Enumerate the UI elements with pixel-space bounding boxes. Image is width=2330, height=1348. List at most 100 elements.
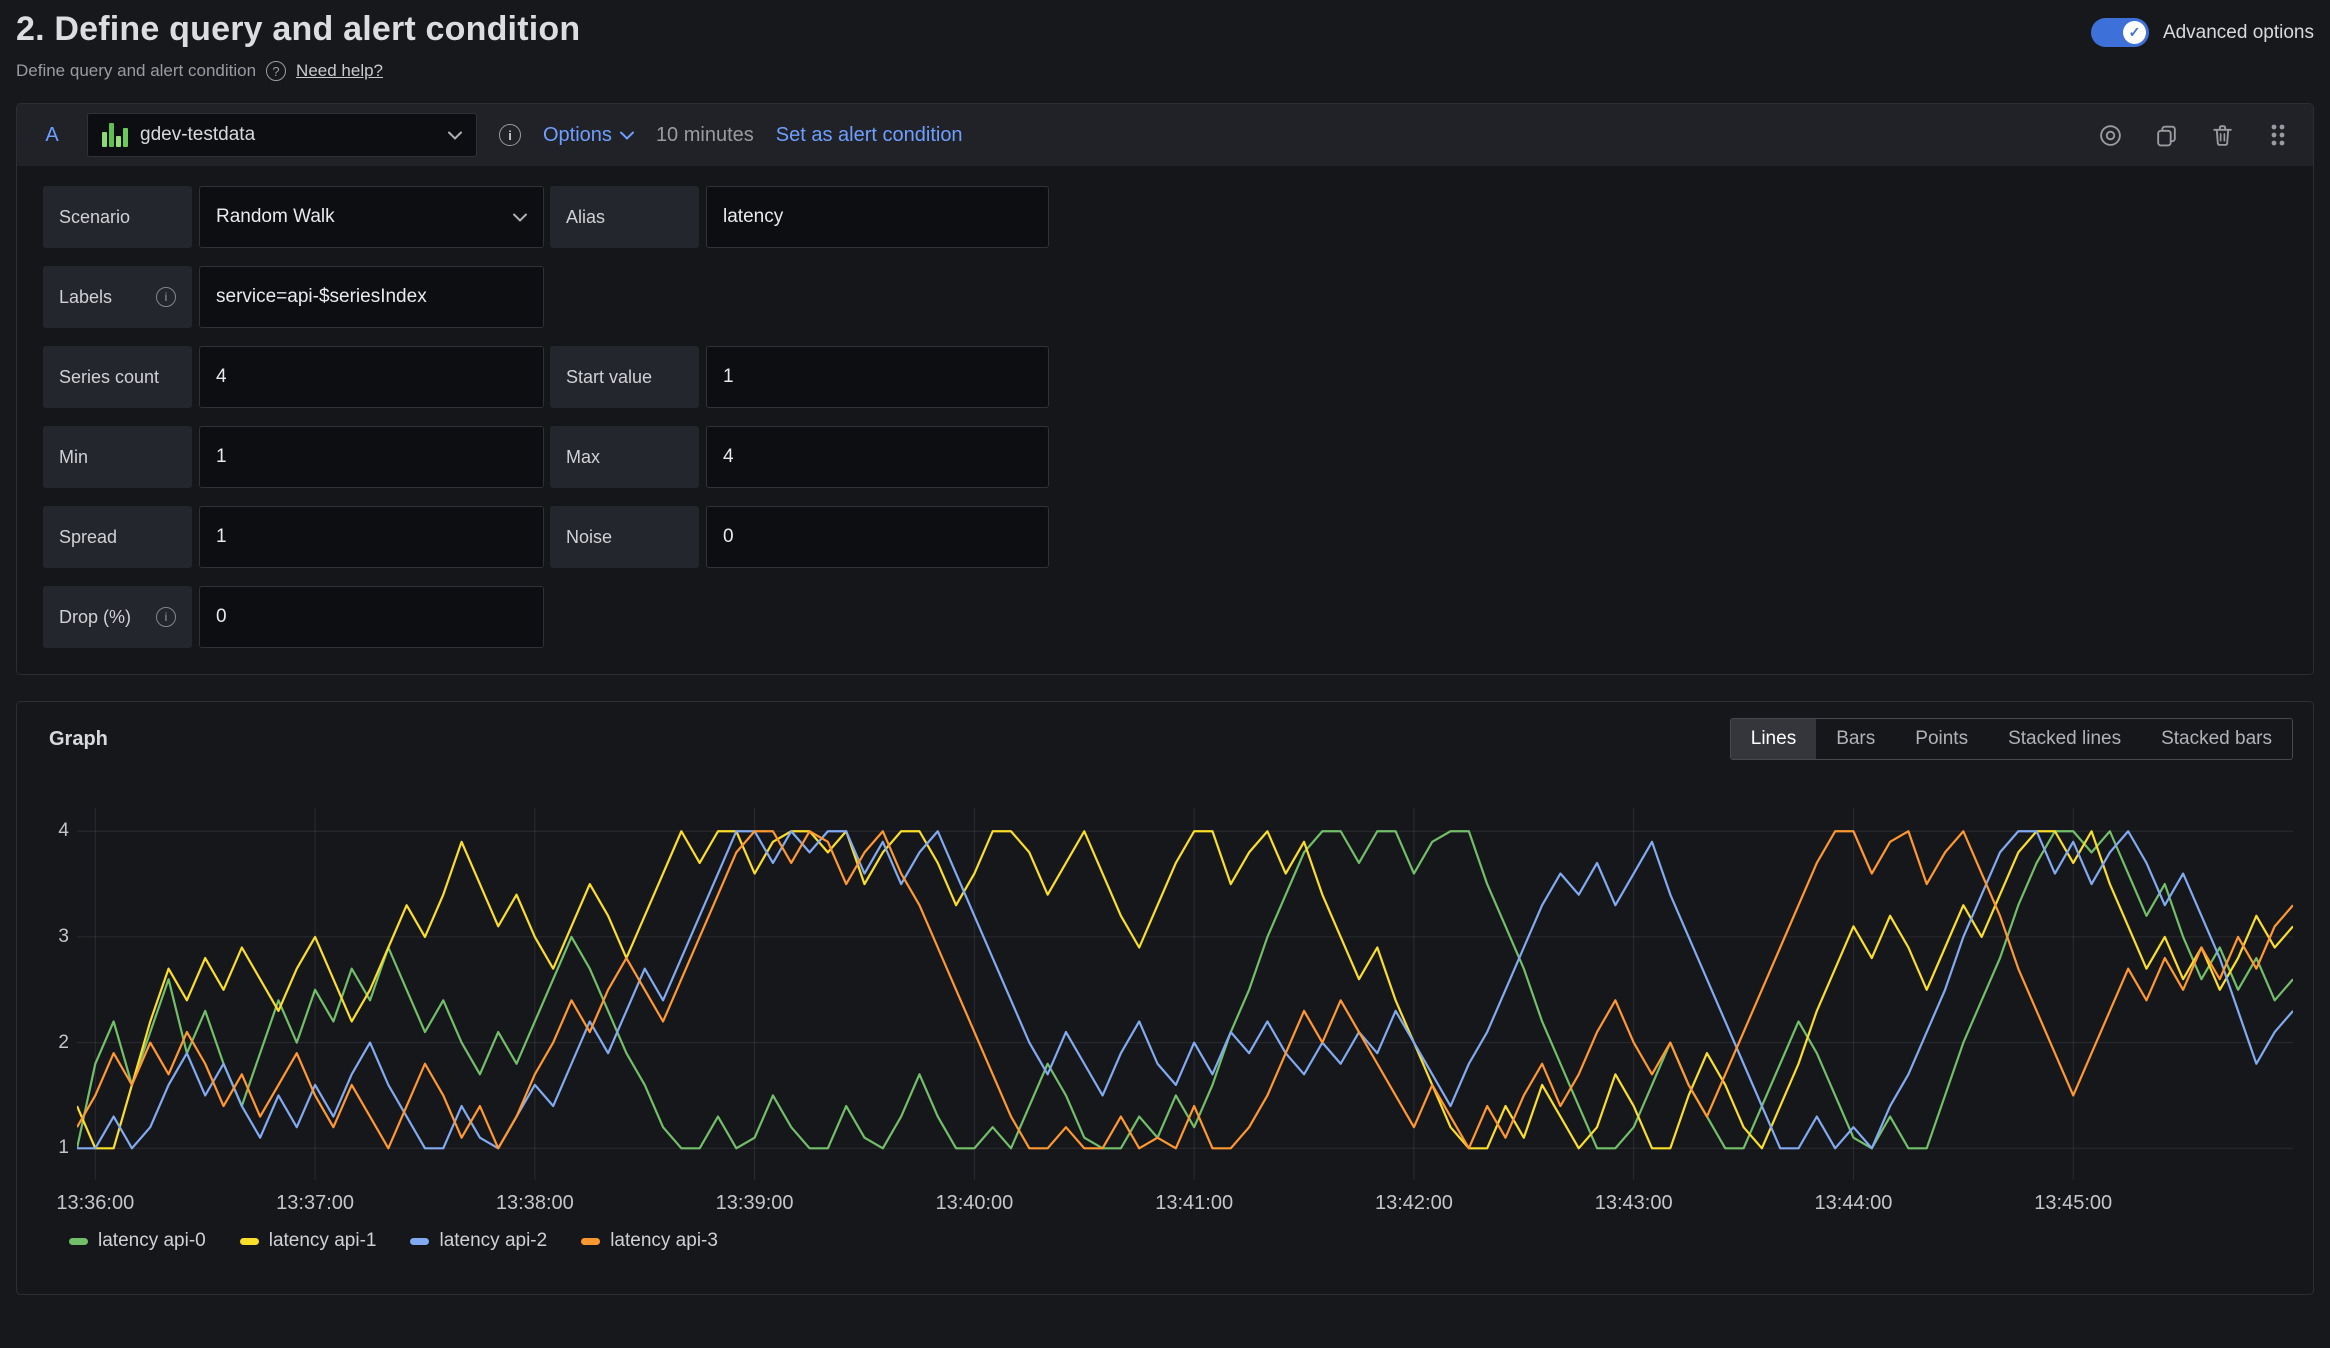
- min-input[interactable]: [216, 446, 527, 468]
- datasource-picker[interactable]: gdev-testdata: [87, 113, 477, 157]
- legend-label: latency api-3: [610, 1230, 718, 1251]
- chevron-down-icon: [619, 131, 634, 140]
- tab-bars[interactable]: Bars: [1816, 719, 1895, 759]
- field-label-min: Min: [43, 426, 192, 488]
- set-as-alert-condition-button[interactable]: Set as alert condition: [775, 123, 963, 146]
- spread-input[interactable]: [216, 526, 527, 548]
- x-axis-label: 13:43:00: [1594, 1192, 1673, 1214]
- series-line-latency-api-3: [77, 831, 2293, 1148]
- x-axis-label: 13:40:00: [935, 1192, 1014, 1214]
- noise-field-wrap: [706, 506, 1049, 568]
- delete-query-icon[interactable]: [2209, 122, 2235, 148]
- start-value-input[interactable]: [723, 366, 1032, 388]
- alias-field-wrap: [706, 186, 1049, 248]
- tab-lines[interactable]: Lines: [1730, 719, 1817, 759]
- advanced-options-label: Advanced options: [2162, 21, 2314, 43]
- series-count-input[interactable]: [216, 366, 527, 388]
- series-line-latency-api-0: [77, 831, 2293, 1148]
- duplicate-query-icon[interactable]: [2153, 122, 2179, 148]
- y-axis: 1 2 3 4: [37, 808, 77, 1180]
- toggle-check-icon: ✓: [2122, 21, 2146, 44]
- query-info-icon[interactable]: i: [499, 124, 521, 146]
- y-axis-label: 4: [58, 820, 69, 842]
- need-help-link[interactable]: Need help?: [296, 61, 384, 80]
- options-label: Options: [543, 123, 612, 146]
- advanced-options-toggle[interactable]: ✓: [2090, 18, 2149, 47]
- field-label-noise: Noise: [550, 506, 699, 568]
- x-axis-label: 13:36:00: [56, 1192, 135, 1214]
- drop-input[interactable]: [216, 606, 527, 628]
- legend-label: latency api-1: [268, 1230, 377, 1251]
- x-axis-label: 13:39:00: [715, 1192, 794, 1214]
- labels-field-wrap: [199, 266, 544, 328]
- help-question-icon[interactable]: ?: [266, 61, 287, 81]
- legend-swatch: [69, 1237, 88, 1245]
- field-label-start-value: Start value: [550, 346, 699, 408]
- start-value-field-wrap: [706, 346, 1049, 408]
- drop-field-wrap: [199, 586, 544, 648]
- y-axis-label: 1: [58, 1137, 69, 1159]
- tab-stacked-bars[interactable]: Stacked bars: [2141, 719, 2292, 759]
- query-ref-id: A: [45, 123, 59, 146]
- max-input[interactable]: [723, 446, 1032, 468]
- legend-item[interactable]: latency api-0: [69, 1230, 206, 1252]
- series-line-latency-api-1: [77, 831, 2293, 1148]
- legend-item[interactable]: latency api-2: [410, 1230, 547, 1252]
- y-axis-label: 2: [58, 1031, 69, 1053]
- tab-stacked-lines[interactable]: Stacked lines: [1988, 719, 2141, 759]
- chevron-down-icon: [513, 213, 527, 222]
- alert-rule-query-step: 2. Define query and alert condition Defi…: [16, 10, 2314, 1295]
- field-label-labels: Labels i: [43, 266, 192, 328]
- testdata-bars-icon: [102, 123, 128, 147]
- display-mode-tabs: Lines Bars Points Stacked lines Stacked bars: [1729, 718, 2293, 760]
- disable-query-icon[interactable]: [2097, 122, 2123, 148]
- graph-panel-title: Graph: [49, 727, 108, 750]
- chevron-down-icon: [448, 131, 462, 140]
- time-range-label: 10 minutes: [655, 123, 754, 146]
- y-axis-label: 3: [58, 925, 69, 947]
- series-count-field-wrap: [199, 346, 544, 408]
- legend-swatch: [239, 1237, 259, 1245]
- field-label-scenario: Scenario: [43, 186, 192, 248]
- x-axis-label: 13:41:00: [1155, 1192, 1234, 1214]
- legend-swatch: [581, 1237, 601, 1245]
- series-line-latency-api-2: [77, 831, 2293, 1148]
- x-axis-label: 13:45:00: [2034, 1192, 2113, 1214]
- legend-item[interactable]: latency api-1: [239, 1230, 377, 1252]
- x-axis-label: 13:44:00: [1814, 1192, 1893, 1214]
- min-field-wrap: [199, 426, 544, 488]
- field-label-alias: Alias: [550, 186, 699, 248]
- options-button[interactable]: Options: [543, 124, 634, 147]
- field-label-max: Max: [550, 426, 699, 488]
- spread-field-wrap: [199, 506, 544, 568]
- query-editor-header: A gdev-testdata i Options 10 minutes Set…: [17, 104, 2313, 166]
- x-axis-label: 13:42:00: [1374, 1192, 1453, 1214]
- labels-input[interactable]: [216, 286, 527, 308]
- x-axis-label: 13:37:00: [276, 1192, 355, 1214]
- scenario-selected-value: Random Walk: [216, 206, 335, 227]
- info-icon[interactable]: i: [156, 607, 176, 627]
- tab-points[interactable]: Points: [1895, 719, 1988, 759]
- field-label-spread: Spread: [43, 506, 192, 568]
- x-axis-label: 13:38:00: [495, 1192, 574, 1214]
- legend-item[interactable]: latency api-3: [581, 1230, 718, 1252]
- noise-input[interactable]: [723, 526, 1032, 548]
- query-editor-card: A gdev-testdata i Options 10 minutes Set…: [16, 103, 2314, 675]
- timeseries-chart[interactable]: [77, 808, 2293, 1180]
- chart-legend: latency api-0 latency api-1 latency api-2 l…: [69, 1230, 2293, 1252]
- drag-handle-icon[interactable]: [2265, 122, 2291, 148]
- legend-label: latency api-0: [98, 1230, 206, 1251]
- page-title: 2. Define query and alert condition: [16, 10, 581, 48]
- legend-label: latency api-2: [439, 1230, 548, 1251]
- alias-input[interactable]: [723, 206, 1032, 228]
- field-label-series-count: Series count: [43, 346, 192, 408]
- page-subtitle: Define query and alert condition: [16, 61, 257, 80]
- field-label-drop: Drop (%) i: [43, 586, 192, 648]
- datasource-name: gdev-testdata: [140, 124, 256, 145]
- scenario-select[interactable]: Random Walk: [199, 186, 544, 248]
- graph-preview-panel: Graph Lines Bars Points Stacked lines Stacke…: [16, 701, 2314, 1295]
- legend-swatch: [410, 1237, 430, 1245]
- info-icon[interactable]: i: [156, 287, 176, 307]
- x-axis: 13:36:00 13:37:00 13:38:00 13:39:00 13:40:00…: [56, 1180, 2293, 1224]
